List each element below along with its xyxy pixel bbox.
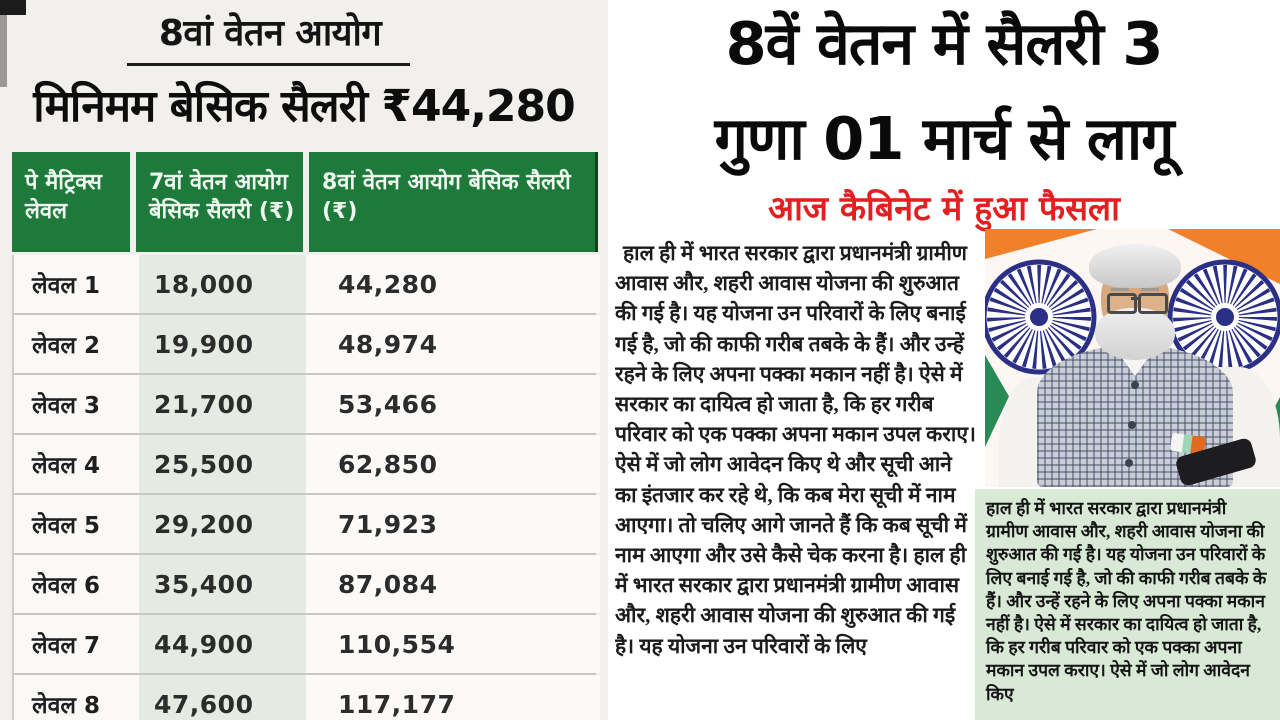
header-pay-matrix-level: पे मैट्रिक्स लेवल [12, 152, 130, 252]
glasses-icon [1107, 293, 1137, 314]
pm-modi-photo [985, 229, 1280, 487]
crop-artifact [0, 0, 26, 15]
salary-7th-cell: 47,600 [139, 675, 306, 720]
article-text-column: हाल ही में भारत सरकार द्वारा प्रधानमंत्र… [615, 232, 977, 720]
pay-level-cell: लेवल 4 [14, 435, 139, 493]
white-hair [1089, 244, 1181, 288]
sub-headline: आज कैबिनेट में हुआ फैसला [768, 189, 1120, 229]
salary-comparison-table: पे मैट्रिक्स लेवल 7वां वेतन आयोग बेसिक स… [12, 152, 600, 720]
glasses-bridge [1131, 297, 1139, 300]
salary-8th-cell: 110,554 [306, 615, 600, 673]
salary-8th-cell: 53,466 [306, 375, 600, 433]
headline-line-2: गुणा 01 मार्च से लागू [714, 104, 1175, 173]
pay-level-cell: लेवल 8 [14, 675, 139, 720]
white-beard [1095, 308, 1175, 360]
news-story-panel: 8वें वेतन में सैलरी 3 गुणा 01 मार्च से ल… [608, 0, 1280, 720]
pay-commission-table-panel: 8वां वेतन आयोग मिनिमम बेसिक सैलरी ₹44,28… [0, 0, 608, 720]
article-paragraph: हाल ही में भारत सरकार द्वारा प्रधानमंत्र… [615, 241, 976, 658]
sidebar-paragraph: हाल ही में भारत सरकार द्वारा प्रधानमंत्र… [986, 498, 1267, 704]
table-row: लेवल 6 35,400 87,084 [14, 555, 600, 615]
pay-level-cell: लेवल 6 [14, 555, 139, 613]
table-row: लेवल 2 19,900 48,974 [14, 315, 600, 375]
salary-8th-cell: 44,280 [306, 255, 600, 313]
pay-level-cell: लेवल 1 [14, 255, 139, 313]
salary-7th-cell: 21,700 [139, 375, 306, 433]
crop-artifact [0, 15, 7, 87]
title-underline [127, 63, 410, 66]
salary-7th-cell: 19,900 [139, 315, 306, 373]
pay-level-cell: लेवल 7 [14, 615, 139, 673]
salary-8th-cell: 87,084 [306, 555, 600, 613]
table-row: लेवल 4 25,500 62,850 [14, 435, 600, 495]
header-7th-cpc-salary: 7वां वेतन आयोग बेसिक सैलरी (₹) [136, 152, 303, 252]
salary-7th-cell: 18,000 [139, 255, 306, 313]
salary-8th-cell: 71,923 [306, 495, 600, 553]
eyebrow [1141, 288, 1159, 291]
table-row: लेवल 3 21,700 53,466 [14, 375, 600, 435]
main-headline: 8वें वेतन में सैलरी 3 गुणा 01 मार्च से ल… [608, 0, 1280, 186]
table-row: लेवल 1 18,000 44,280 [14, 255, 600, 315]
salary-7th-cell: 44,900 [139, 615, 306, 673]
vest-button [1125, 459, 1133, 467]
table-row: लेवल 5 29,200 71,923 [14, 495, 600, 555]
sidebar-text-block: हाल ही में भारत सरकार द्वारा प्रधानमंत्र… [975, 489, 1280, 720]
table-header-row: पे मैट्रिक्स लेवल 7वां वेतन आयोग बेसिक स… [12, 152, 598, 252]
table-body: लेवल 1 18,000 44,280 लेवल 2 19,900 48,97… [12, 255, 600, 720]
vest-button [1131, 381, 1139, 389]
table-row: लेवल 8 47,600 117,177 [14, 675, 600, 720]
table-row: लेवल 7 44,900 110,554 [14, 615, 600, 675]
salary-8th-cell: 48,974 [306, 315, 600, 373]
pm-figure [985, 229, 1280, 487]
headline-line-1: 8वें वेतन में सैलरी 3 [725, 9, 1164, 78]
ashoka-chakra-icon [985, 259, 1097, 375]
salary-8th-cell: 62,850 [306, 435, 600, 493]
pay-level-cell: लेवल 5 [14, 495, 139, 553]
salary-8th-cell: 117,177 [306, 675, 600, 720]
glasses-icon [1138, 293, 1168, 314]
panel-title: 8वां वेतन आयोग [158, 13, 382, 54]
minimum-salary-headline: मिनिमम बेसिक सैलरी ₹44,280 [33, 81, 576, 132]
salary-7th-cell: 25,500 [139, 435, 306, 493]
salary-7th-cell: 35,400 [139, 555, 306, 613]
salary-7th-cell: 29,200 [139, 495, 306, 553]
header-8th-cpc-salary: 8वां वेतन आयोग बेसिक सैलरी (₹) [309, 152, 598, 252]
pay-level-cell: लेवल 3 [14, 375, 139, 433]
vest-button [1128, 421, 1136, 429]
pay-level-cell: लेवल 2 [14, 315, 139, 373]
eyebrow [1111, 288, 1129, 291]
